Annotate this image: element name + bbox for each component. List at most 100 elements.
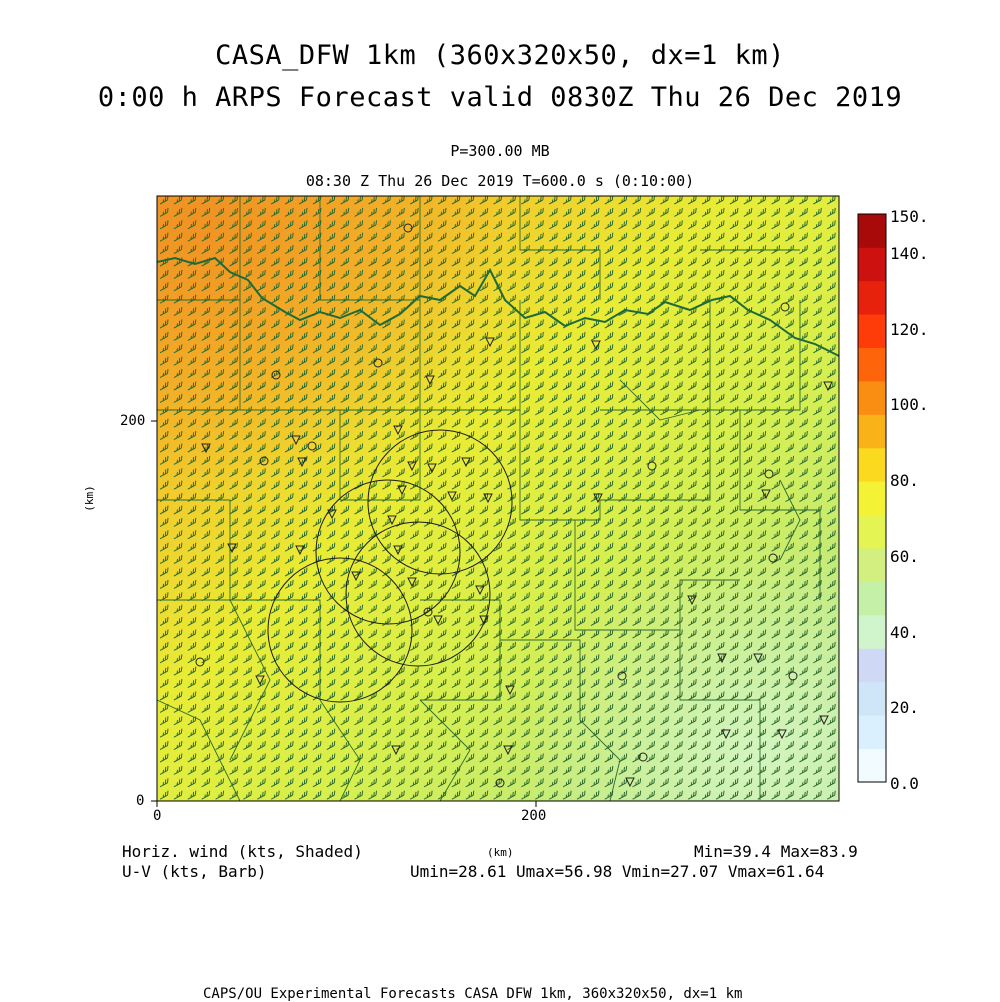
red-river-boundary bbox=[157, 256, 839, 357]
station-triangle-marker bbox=[433, 615, 443, 626]
pressure-level: P=300.00 MB bbox=[450, 142, 550, 160]
station-triangle-marker bbox=[461, 457, 471, 468]
station-triangle-marker bbox=[475, 585, 485, 596]
colorbar-label-20: 20. bbox=[890, 698, 919, 717]
station-triangle-marker bbox=[721, 729, 731, 740]
colorbar bbox=[858, 214, 886, 783]
colorbar-label-80: 80. bbox=[890, 471, 919, 490]
station-triangle-marker bbox=[407, 461, 417, 472]
colorbar-band bbox=[858, 715, 886, 749]
station-circle-marker bbox=[780, 302, 790, 312]
station-triangle-marker bbox=[427, 463, 437, 474]
colorbar-band bbox=[858, 514, 886, 549]
station-triangle-marker bbox=[227, 543, 237, 554]
colorbar-band bbox=[858, 481, 886, 516]
station-triangle-marker bbox=[393, 425, 403, 436]
colorbar-label-150: 150. bbox=[890, 207, 929, 226]
colorbar-label-0: 0.0 bbox=[890, 774, 919, 793]
station-triangle-marker bbox=[687, 595, 697, 606]
station-circle-marker bbox=[788, 671, 798, 681]
station-circle-marker bbox=[495, 778, 505, 788]
station-circle-marker bbox=[195, 657, 205, 667]
station-circle-marker bbox=[647, 461, 657, 471]
station-circle-marker bbox=[403, 223, 413, 233]
station-triangle-marker bbox=[387, 515, 397, 526]
colorbar-label-40: 40. bbox=[890, 623, 919, 642]
wind-barb-set bbox=[159, 196, 836, 800]
station-circle-marker bbox=[768, 553, 778, 563]
station-circle-marker bbox=[373, 358, 383, 368]
y-tick-200: 200 bbox=[120, 413, 146, 429]
y-axis-label: (km) bbox=[82, 485, 96, 512]
county-boundaries bbox=[157, 196, 821, 801]
colorbar-label-120: 120. bbox=[890, 320, 929, 339]
uv-range-readout: Umin=28.61 Umax=56.98 Vmin=27.07 Vmax=61… bbox=[410, 862, 825, 881]
station-triangle-marker bbox=[485, 337, 495, 348]
min-max-readout: Min=39.4 Max=83.9 bbox=[694, 842, 858, 861]
colorbar-frame bbox=[857, 213, 887, 783]
colorbar-band bbox=[858, 414, 886, 449]
wind-barbs bbox=[159, 196, 836, 800]
station-circle-marker bbox=[638, 752, 648, 762]
station-circle-marker bbox=[307, 441, 317, 451]
station-triangle-marker bbox=[351, 571, 361, 582]
legend-shaded-field: Horiz. wind (kts, Shaded) bbox=[122, 842, 363, 861]
colorbar-label-100: 100. bbox=[890, 395, 929, 414]
colorbar-band bbox=[858, 681, 886, 716]
station-circle-marker bbox=[617, 671, 627, 681]
station-triangle-marker bbox=[407, 577, 417, 588]
station-triangle-marker bbox=[291, 435, 301, 446]
station-triangle-marker bbox=[447, 491, 457, 502]
station-circle-marker bbox=[764, 469, 774, 479]
station-triangle-marker bbox=[823, 381, 833, 392]
colorbar-band bbox=[858, 280, 886, 315]
station-triangle-marker bbox=[717, 653, 727, 664]
colorbar-label-140: 140. bbox=[890, 244, 929, 263]
station-triangle-marker bbox=[483, 493, 493, 504]
station-circle-marker bbox=[423, 607, 433, 617]
colorbar-band bbox=[858, 381, 886, 415]
colorbar-band bbox=[858, 314, 886, 349]
station-triangle-marker bbox=[761, 489, 771, 500]
colorbar-band bbox=[858, 447, 886, 482]
x-tick-200: 200 bbox=[521, 808, 547, 824]
valid-time: 08:30 Z Thu 26 Dec 2019 T=600.0 s (0:10:… bbox=[305, 172, 695, 190]
station-markers bbox=[195, 223, 833, 788]
x-tick-0: 0 bbox=[153, 808, 162, 824]
station-triangle-marker bbox=[327, 509, 337, 520]
title-line-2: 0:00 h ARPS Forecast valid 0830Z Thu 26 … bbox=[97, 82, 903, 113]
station-triangle-marker bbox=[295, 545, 305, 556]
station-triangle-marker bbox=[297, 457, 307, 468]
station-triangle-marker bbox=[425, 375, 435, 386]
radar-range-rings bbox=[267, 429, 513, 703]
station-triangle-marker bbox=[591, 340, 601, 351]
x-axis-label: (km) bbox=[487, 846, 514, 859]
station-triangle-marker bbox=[255, 675, 265, 686]
station-triangle-marker bbox=[505, 685, 515, 696]
title-line-1: CASA_DFW 1km (360x320x50, dx=1 km) bbox=[215, 40, 785, 71]
colorbar-band bbox=[858, 548, 886, 582]
station-triangle-marker bbox=[819, 715, 829, 726]
colorbar-band bbox=[858, 347, 886, 382]
colorbar-band bbox=[858, 614, 886, 649]
station-triangle-marker bbox=[397, 485, 407, 496]
station-triangle-marker bbox=[201, 443, 211, 454]
station-triangle-marker bbox=[753, 653, 763, 664]
station-triangle-marker bbox=[625, 777, 635, 788]
plot-frame bbox=[156, 195, 840, 802]
station-circle-marker bbox=[259, 456, 269, 466]
station-circle-marker bbox=[271, 370, 281, 380]
station-triangle-marker bbox=[479, 615, 489, 626]
station-triangle-marker bbox=[503, 745, 513, 756]
station-triangle-marker bbox=[393, 545, 403, 556]
colorbar-band bbox=[858, 214, 886, 248]
colorbar-band bbox=[858, 581, 886, 616]
colorbar-band bbox=[858, 247, 886, 282]
colorbar-label-60: 60. bbox=[890, 547, 919, 566]
y-tick-0: 0 bbox=[136, 793, 145, 809]
colorbar-band bbox=[858, 648, 886, 683]
station-triangle-marker bbox=[777, 729, 787, 740]
colorbar-band bbox=[858, 748, 886, 783]
credit-line: CAPS/OU Experimental Forecasts CASA DFW … bbox=[203, 986, 743, 1002]
